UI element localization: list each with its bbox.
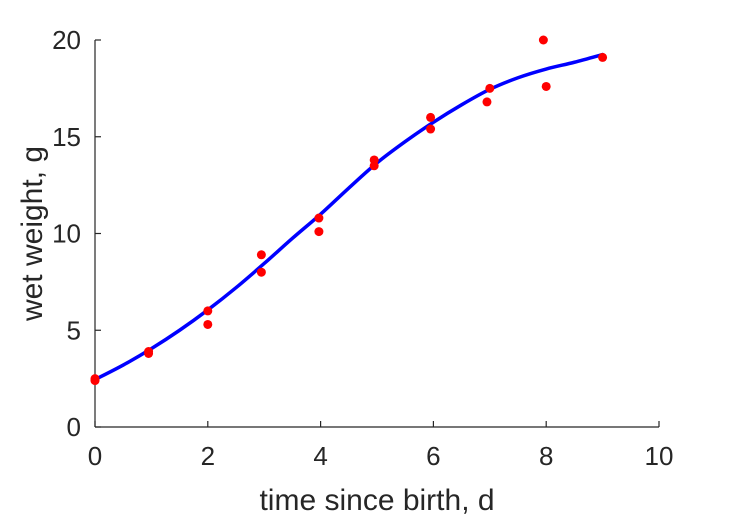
data-point — [538, 35, 548, 45]
y-tick-label: 5 — [67, 315, 81, 345]
fit-curve-line — [93, 52, 605, 382]
plot-axes: 0 2 4 6 8 10 0 5 10 15 20 — [52, 25, 673, 471]
data-point — [598, 52, 608, 62]
fit-line-layer — [93, 52, 605, 382]
y-tick-label: 10 — [52, 219, 81, 249]
x-tick-label: 4 — [313, 441, 327, 471]
y-ticks: 0 5 10 15 20 — [52, 25, 101, 442]
x-tick-label: 0 — [88, 441, 102, 471]
data-point — [90, 374, 100, 384]
data-point — [482, 97, 492, 107]
data-point — [426, 124, 436, 134]
x-axis-label: time since birth, d — [259, 484, 494, 517]
data-point — [256, 250, 266, 260]
data-point — [369, 155, 379, 165]
y-tick-label: 20 — [52, 25, 81, 55]
data-point — [314, 213, 324, 223]
x-ticks: 0 2 4 6 8 10 — [88, 421, 674, 471]
data-point — [314, 227, 324, 237]
x-tick-label: 10 — [645, 441, 674, 471]
data-point — [485, 83, 495, 93]
x-tick-label: 2 — [201, 441, 215, 471]
x-tick-label: 8 — [539, 441, 553, 471]
x-tick-label: 6 — [426, 441, 440, 471]
y-axis-label: wet weight, g — [16, 146, 49, 322]
data-point — [144, 347, 154, 357]
data-points-layer — [90, 35, 608, 386]
data-point — [203, 306, 213, 316]
data-point — [541, 81, 551, 91]
data-point — [203, 319, 213, 329]
y-tick-label: 0 — [67, 412, 81, 442]
data-point — [426, 112, 436, 122]
data-point — [256, 267, 266, 277]
y-tick-label: 15 — [52, 122, 81, 152]
